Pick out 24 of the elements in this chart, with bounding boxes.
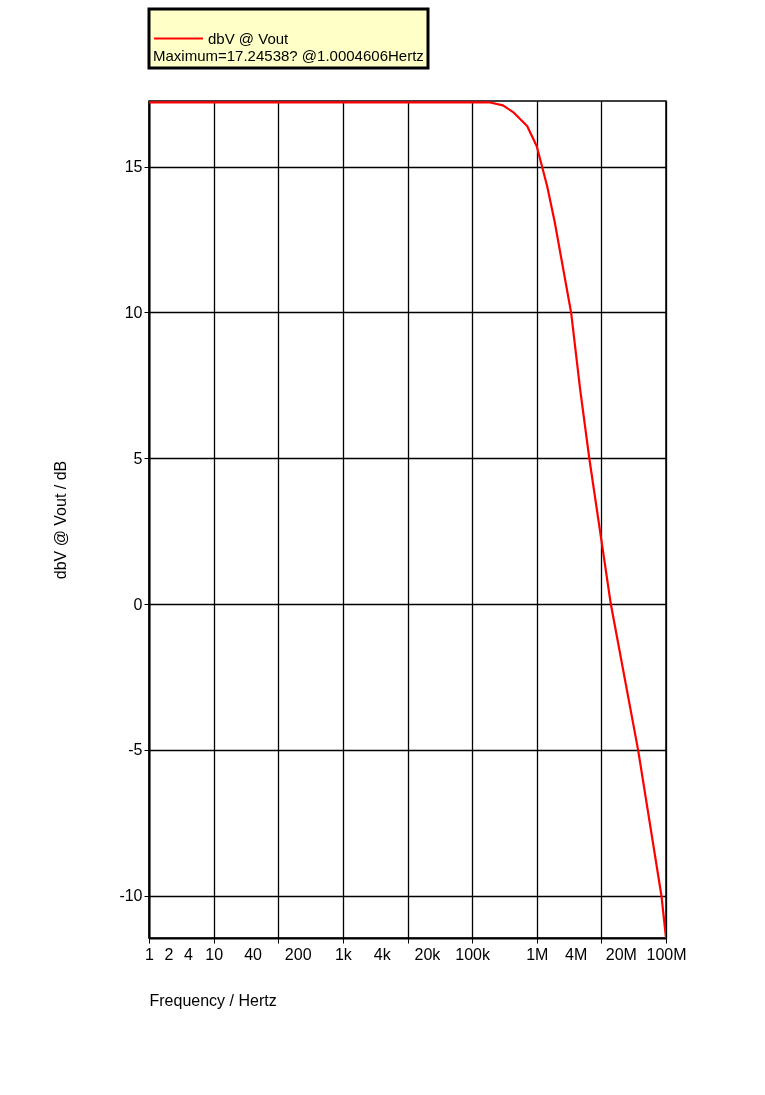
x-tick-label: 100k: [455, 945, 491, 963]
y-tick-label: -5: [128, 741, 143, 759]
x-tick-label: 1k: [334, 945, 353, 963]
x-tick-label: 10: [205, 945, 224, 963]
x-tick-label: 1M: [526, 945, 549, 963]
x-tick-label: 4: [183, 945, 193, 963]
x-tick-label: 2: [164, 945, 174, 963]
y-axis-title: dbV @ Vout / dB: [52, 460, 70, 580]
x-tick-label: 200: [284, 945, 312, 963]
x-tick-label: 40: [244, 945, 263, 963]
x-tick-label: 100M: [646, 945, 687, 963]
y-tick-label: 15: [124, 158, 143, 176]
x-tick-label: 4k: [373, 945, 392, 963]
y-tick-label: 10: [124, 303, 143, 321]
x-axis-title: Frequency / Hertz: [149, 991, 277, 1009]
x-tick-label: 20k: [414, 945, 442, 963]
y-tick-label: -10: [119, 887, 143, 905]
text: Maximum=17.24538? @1.0004606Hertz: [153, 47, 424, 64]
y-tick-label: 5: [133, 449, 143, 467]
y-tick-label: 0: [133, 595, 143, 613]
x-tick-label: 4M: [565, 945, 588, 963]
x-tick-label: 1: [145, 945, 155, 963]
x-tick-label: 20M: [605, 945, 637, 963]
legend-label: dbV @ Vout: [208, 29, 290, 47]
